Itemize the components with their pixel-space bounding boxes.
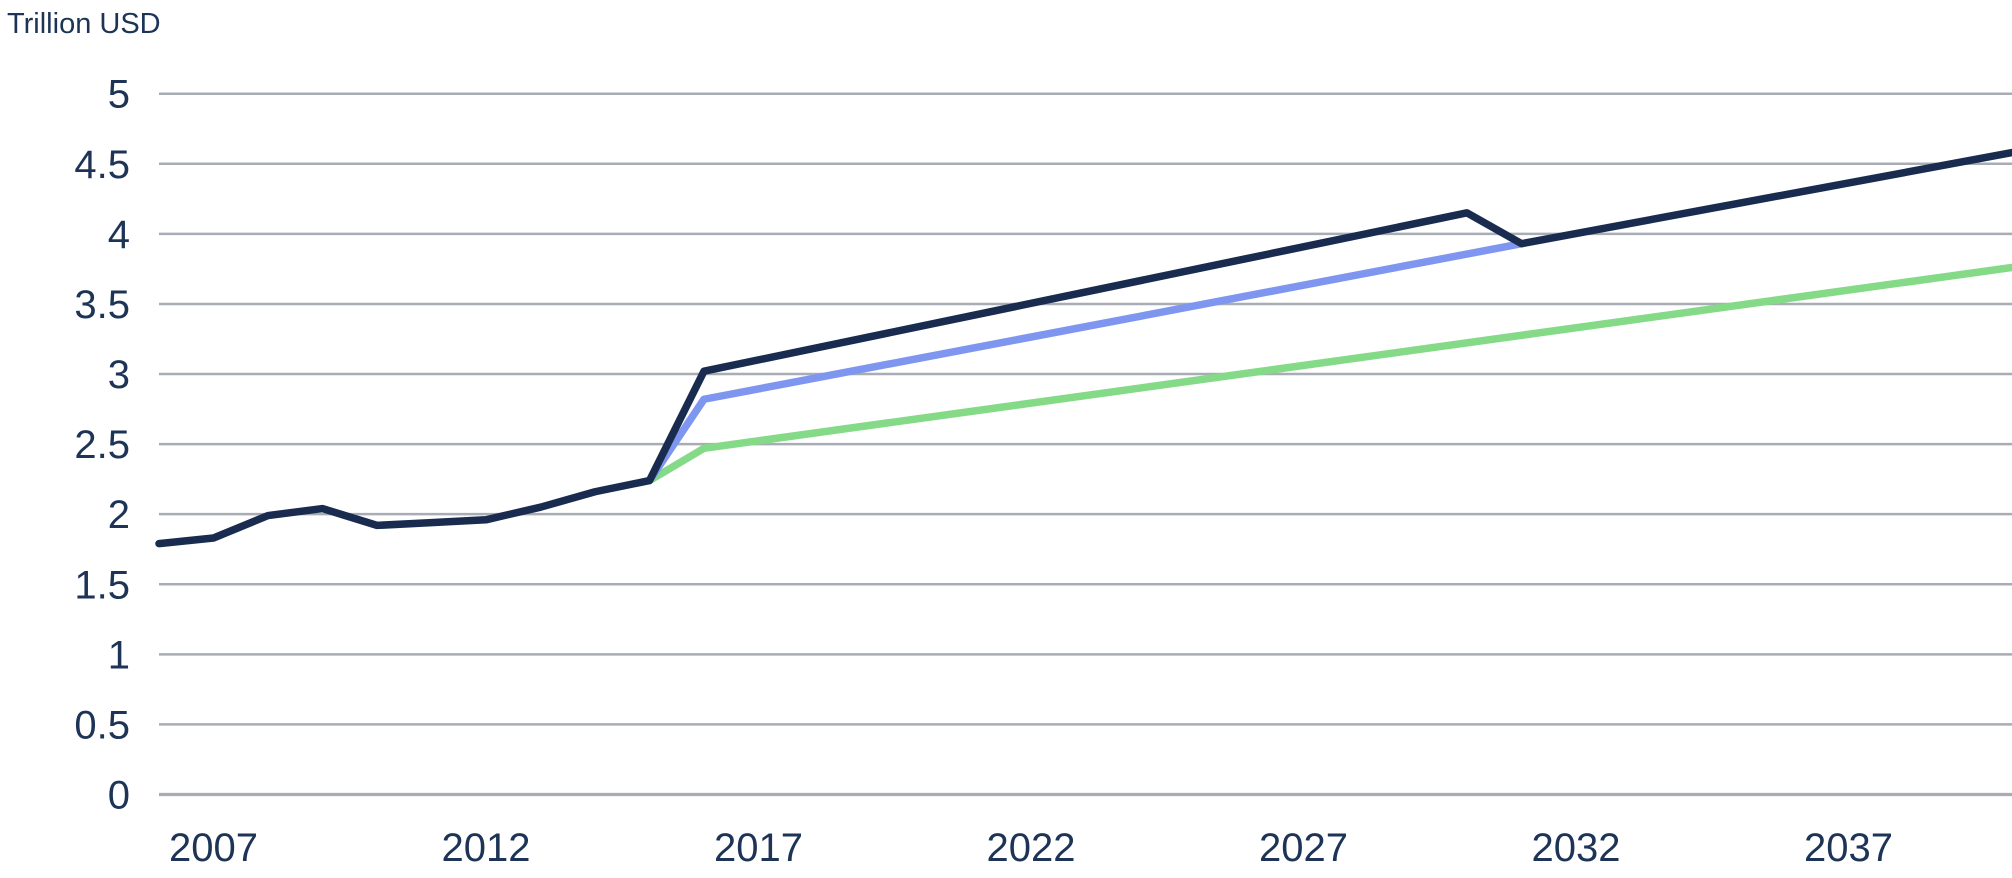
x-tick-label: 2017 (714, 826, 803, 870)
x-tick-label: 2007 (169, 826, 258, 870)
y-tick-label: 5 (108, 73, 130, 117)
y-tick-label: 1 (108, 633, 130, 677)
y-tick-label: 1.5 (74, 563, 130, 607)
x-tick-label: 2032 (1532, 826, 1621, 870)
y-tick-label: 0.5 (74, 703, 130, 747)
series-group (155, 148, 2012, 548)
x-axis-labels-group: 2007 2012 2017 2022 2027 2032 2037 (169, 826, 1893, 870)
x-tick-label: 2012 (442, 826, 531, 870)
navy-history-and-projection-line (155, 148, 2012, 548)
y-tick-label: 2 (108, 493, 130, 537)
x-tick-label: 2037 (1804, 826, 1893, 870)
blue-projection-line (645, 239, 1526, 485)
gridlines-group (159, 92, 2012, 797)
y-axis-labels-group: 0 0.5 1 1.5 2 2.5 3 3.5 4 4.5 5 (74, 73, 130, 818)
x-tick-label: 2027 (1259, 826, 1348, 870)
x-tick-label: 2022 (987, 826, 1076, 870)
y-tick-label: 3.5 (74, 283, 130, 327)
y-tick-label: 0 (108, 774, 130, 818)
green-projection-line (645, 263, 2012, 485)
y-axis-title: Trillion USD (7, 8, 161, 40)
y-tick-label: 2.5 (74, 423, 130, 467)
y-tick-label: 3 (108, 353, 130, 397)
y-tick-label: 4.5 (74, 143, 130, 187)
y-tick-label: 4 (108, 213, 130, 257)
